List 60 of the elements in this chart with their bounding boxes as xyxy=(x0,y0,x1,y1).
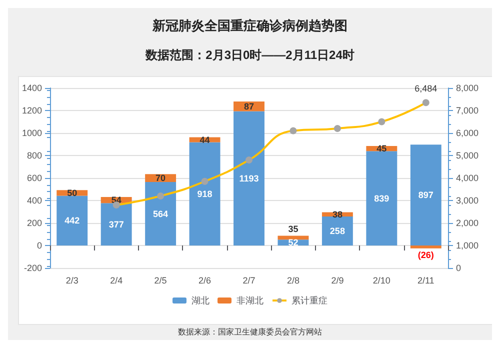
x-tick-label: 2/4 xyxy=(110,276,123,286)
y2-tick-label: 2,000 xyxy=(456,218,479,228)
data-label: (26) xyxy=(418,250,434,260)
x-tick-label: 2/9 xyxy=(331,276,344,286)
data-label: 50 xyxy=(67,188,78,198)
data-label: 35 xyxy=(288,224,298,234)
data-label: 44 xyxy=(200,134,210,145)
x-tick-label: 2/11 xyxy=(417,276,434,286)
y-tick-label: 200 xyxy=(26,218,42,228)
y2-tick-label: 0 xyxy=(456,263,462,273)
y-tick-label: -200 xyxy=(24,263,42,273)
data-label: 70 xyxy=(156,173,166,184)
y2-tick-label: 7,000 xyxy=(456,106,479,116)
data-label: 52 xyxy=(288,238,298,248)
data-label: 442 xyxy=(64,216,80,226)
y2-tick-label: 1,000 xyxy=(456,240,479,250)
y-tick-label: 1200 xyxy=(22,106,42,116)
x-tick-label: 2/3 xyxy=(66,276,78,286)
bar xyxy=(410,144,442,246)
bar xyxy=(56,196,88,246)
bar xyxy=(410,246,442,248)
x-tick-label: 2/7 xyxy=(242,276,256,286)
bar xyxy=(366,151,398,246)
legend-label: 非湖北 xyxy=(236,296,264,306)
y-tick-label: 400 xyxy=(26,196,42,206)
annotation: 6,484 xyxy=(414,84,438,94)
y-tick-label: 1000 xyxy=(22,128,42,138)
x-tick-label: 2/5 xyxy=(154,276,167,286)
y-tick-label: 1400 xyxy=(22,83,42,93)
legend-label: 湖北 xyxy=(192,296,210,306)
data-label: 54 xyxy=(111,195,122,206)
y2-tick-label: 8,000 xyxy=(456,83,479,93)
y2-tick-label: 5,000 xyxy=(456,150,479,160)
bar xyxy=(322,216,353,246)
data-label: 897 xyxy=(418,190,434,200)
bar xyxy=(100,203,132,246)
data-label: 918 xyxy=(197,188,212,199)
y-tick-label: 600 xyxy=(26,173,42,183)
y2-tick-label: 4,000 xyxy=(456,173,479,183)
source-note: 数据来源：国家卫生健康委员会官方网站 xyxy=(178,328,322,336)
bar xyxy=(189,142,220,246)
x-tick-label: 2/8 xyxy=(286,276,300,286)
data-label: 87 xyxy=(244,101,254,112)
y-tick-label: 0 xyxy=(36,240,42,250)
legend-label: 累计重症 xyxy=(292,296,328,306)
y2-tick-label: 6,000 xyxy=(456,128,479,138)
data-label: 839 xyxy=(374,193,390,204)
y2-tick-label: 3,000 xyxy=(456,196,479,206)
data-label: 1193 xyxy=(239,173,259,184)
chart-subtitle: 数据范围：2月3日0时——2月11日24时 xyxy=(144,48,354,62)
data-label: 377 xyxy=(108,219,124,230)
bar xyxy=(278,236,309,240)
chart-title: 新冠肺炎全国重症确诊病例趋势图 xyxy=(152,18,348,33)
y-tick-label: 800 xyxy=(26,150,42,160)
bar xyxy=(234,111,264,246)
x-tick-label: 2/6 xyxy=(198,276,212,286)
data-label: 258 xyxy=(330,226,345,236)
data-label: 564 xyxy=(153,208,168,219)
bar xyxy=(145,182,176,246)
x-tick-label: 2/10 xyxy=(372,276,390,286)
